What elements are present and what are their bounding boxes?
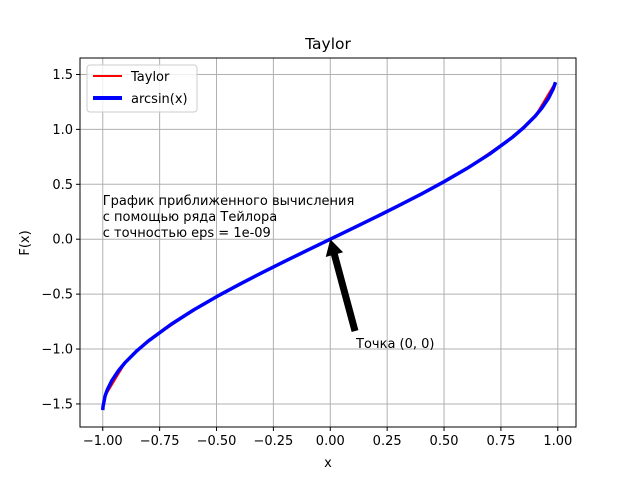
info-line-2: с помощью ряда Тейлора <box>103 210 278 225</box>
legend: Taylor arcsin(x) <box>86 64 198 113</box>
plot-frame <box>79 57 577 428</box>
x-tick-label: −0.75 <box>140 434 180 449</box>
x-tick-label: 0.50 <box>430 434 459 449</box>
axis-ticks: −1.00 −0.75 −0.50 −0.25 0.00 0.25 0.50 0.75 1.00… <box>41 68 572 449</box>
x-tick-label: −1.00 <box>83 434 123 449</box>
grid <box>80 58 576 427</box>
y-tick-label: 1.5 <box>52 68 73 83</box>
x-tick-label: 0.75 <box>486 434 515 449</box>
legend-label-taylor: Taylor <box>130 70 170 85</box>
y-axis-label: F(x) <box>18 230 33 255</box>
arrow-annotation <box>325 239 359 332</box>
info-line-1: График приближенного вычисления <box>103 194 355 209</box>
info-line-3: с точностью eps = 1e-09 <box>103 226 271 241</box>
chart-title: Taylor <box>304 35 351 53</box>
legend-label-arcsin: arcsin(x) <box>131 92 188 107</box>
y-tick-label: −1.0 <box>41 343 73 358</box>
y-tick-label: −0.5 <box>41 288 73 303</box>
x-tick-label: 0.25 <box>373 434 402 449</box>
x-tick-label: −0.50 <box>197 434 237 449</box>
y-tick-label: 0.5 <box>52 178 73 193</box>
y-tick-label: 0.0 <box>52 233 73 248</box>
annotations: График приближенного вычисления с помощь… <box>103 194 435 352</box>
arrow-label: Точка (0, 0) <box>355 337 434 352</box>
series-line-arcsin <box>101 81 558 411</box>
y-tick-label: −1.5 <box>41 397 73 412</box>
x-tick-label: 1.00 <box>543 434 572 449</box>
y-tick-label: 1.0 <box>52 123 73 138</box>
x-tick-label: −0.25 <box>253 434 293 449</box>
x-tick-label: 0.00 <box>316 434 345 449</box>
x-axis-label: x <box>324 456 332 471</box>
